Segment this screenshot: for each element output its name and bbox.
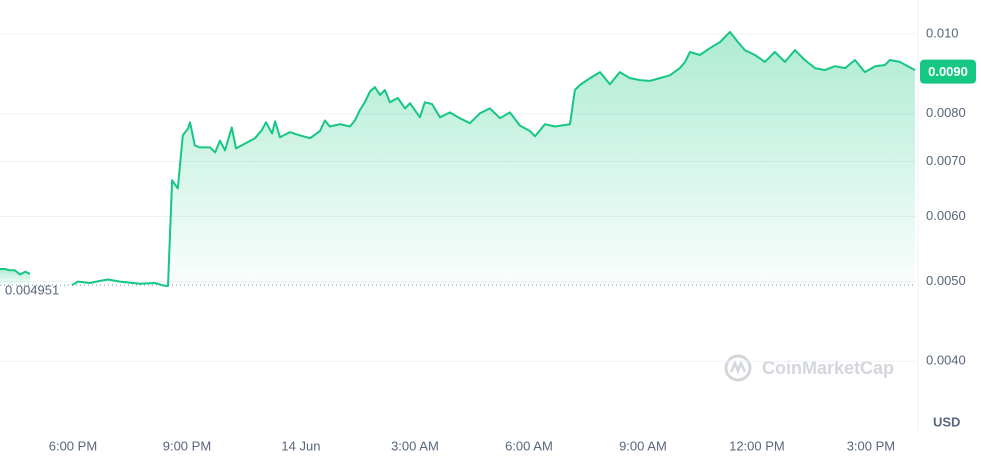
watermark-logo (724, 354, 752, 382)
y-tick-label: 0.010 (926, 25, 959, 40)
watermark: CoinMarketCap (762, 358, 894, 378)
y-tick-label: 0.0070 (926, 153, 966, 168)
x-tick-label: 9:00 AM (619, 438, 667, 453)
area (71, 31, 916, 286)
x-tick-label: 6:00 PM (49, 438, 97, 453)
area (0, 269, 30, 286)
y-tick-label: 0.0050 (926, 273, 966, 288)
x-tick-label: 9:00 PM (163, 438, 211, 453)
x-tick-label: 14 Jun (281, 438, 320, 453)
x-tick-label: 3:00 AM (391, 438, 439, 453)
current-price-badge (920, 59, 976, 84)
reference-label: 0.004951 (5, 283, 59, 298)
price-line (0, 30, 916, 287)
y-tick-label: 0.0060 (926, 208, 966, 223)
x-tick-label: 6:00 AM (505, 438, 553, 453)
x-tick-label: 12:00 PM (729, 438, 785, 453)
y-tick-label: 0.0040 (926, 353, 966, 368)
y-unit: USD (933, 414, 960, 429)
current-price-label: 0.0090 (928, 64, 968, 79)
y-tick-label: 0.0080 (926, 105, 966, 120)
x-tick-label: 3:00 PM (847, 438, 895, 453)
